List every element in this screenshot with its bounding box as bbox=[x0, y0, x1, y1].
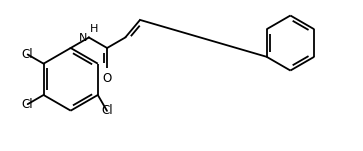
Text: Cl: Cl bbox=[101, 104, 113, 117]
Text: N: N bbox=[79, 33, 87, 43]
Text: Cl: Cl bbox=[22, 98, 33, 111]
Text: O: O bbox=[102, 72, 112, 85]
Text: H: H bbox=[90, 24, 98, 34]
Text: Cl: Cl bbox=[22, 48, 33, 61]
